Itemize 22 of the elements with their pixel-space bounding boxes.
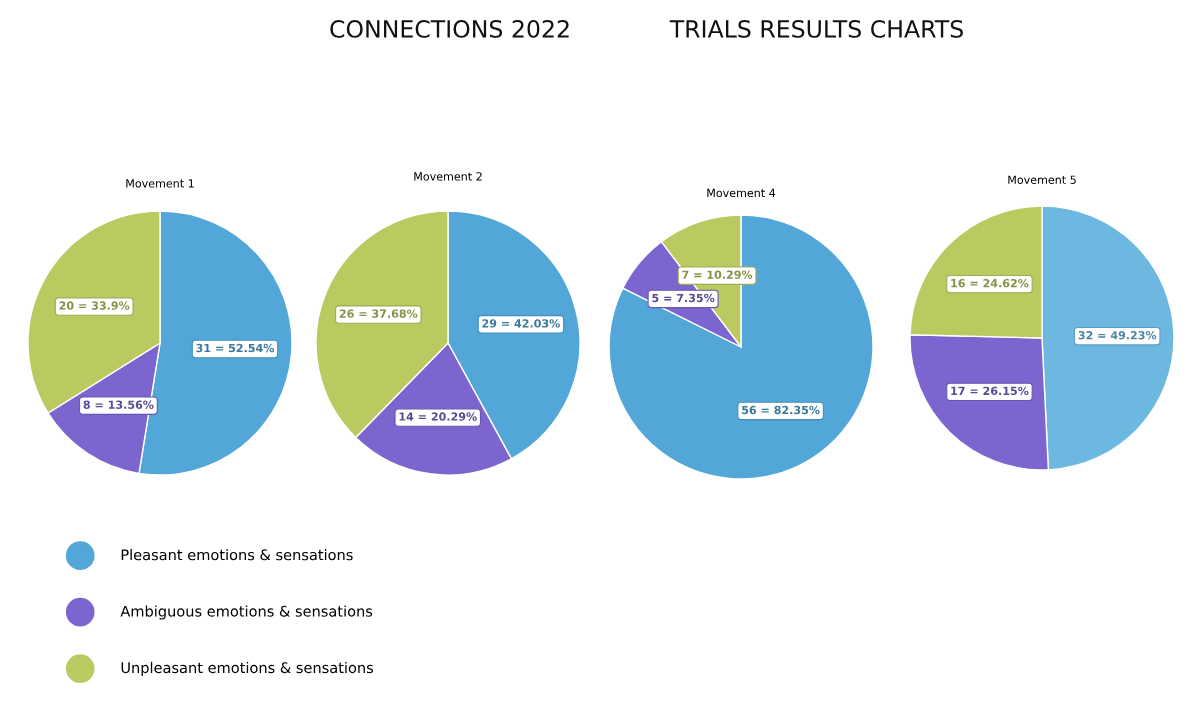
- chart-title: Movement 1: [126, 179, 194, 188]
- data-label: 31 = 52.54%: [196, 343, 275, 353]
- legend-label: Pleasant emotions & sensations: [121, 549, 353, 561]
- data-label: 5 = 7.35%: [652, 293, 715, 303]
- data-label: 17 = 26.15%: [951, 386, 1029, 396]
- data-label: 20 = 33.9%: [59, 301, 130, 310]
- data-label: 14 = 20.29%: [399, 412, 477, 421]
- chart-title: Movement 5: [1008, 175, 1076, 184]
- data-label: 26 = 37.68%: [339, 309, 418, 318]
- data-label: 16 = 24.62%: [951, 278, 1029, 288]
- chart-title: Movement 2: [414, 172, 482, 181]
- data-label: 8 = 13.56%: [83, 400, 154, 409]
- text: CONNECTIONS 2022: [330, 19, 569, 38]
- data-label: 7 = 10.29%: [682, 270, 753, 279]
- text: TRIALS RESULTS CHARTS: [669, 19, 963, 38]
- data-label: 56 = 82.35%: [742, 405, 820, 415]
- legend-label: Unpleasant emotions & sensations: [121, 661, 374, 676]
- pie-slice: [608, 214, 874, 480]
- legend-label: Ambiguous emotions & sensations: [120, 605, 373, 620]
- data-label: 29 = 42.03%: [482, 319, 560, 328]
- data-label: 32 = 49.23%: [1078, 331, 1157, 340]
- chart-title: Movement 4: [707, 188, 776, 198]
